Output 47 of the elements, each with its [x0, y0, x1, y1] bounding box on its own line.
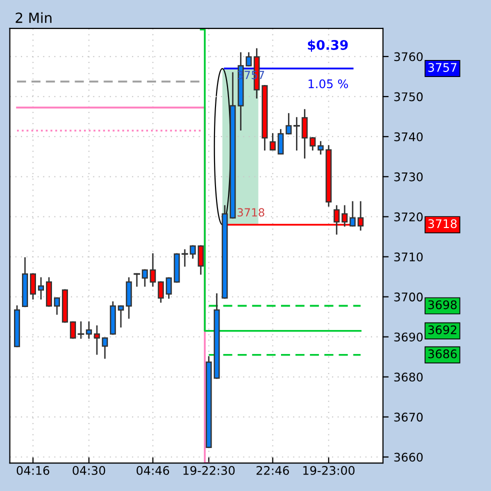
candlestick: [118, 305, 124, 328]
y-tick-label: 3670: [394, 412, 423, 422]
text: 3686: [428, 349, 457, 358]
text: 3692: [428, 325, 456, 334]
candlestick: [198, 245, 204, 275]
annotation: 1.05 %: [308, 79, 348, 88]
y-tick-label: 3680: [394, 372, 423, 382]
candlestick: [358, 201, 364, 231]
candlestick: [318, 141, 324, 155]
x-tick-label: 19-22:30: [183, 466, 235, 475]
y-tick-label: 3760: [394, 52, 423, 62]
y-tick-label: 3710: [394, 252, 423, 262]
annotation: $0.39: [308, 40, 348, 52]
text: 3718: [428, 219, 457, 228]
candlestick: [190, 245, 196, 259]
candlestick: [134, 273, 140, 287]
candlestick: [166, 277, 172, 299]
text: 3757: [428, 63, 456, 72]
candlestick: [102, 337, 108, 359]
candlestick: [310, 137, 316, 151]
candlestick: [270, 133, 276, 151]
y-tick-label: 3700: [394, 292, 423, 302]
annotation: 3718: [238, 208, 264, 217]
y-tick-label: 3690: [394, 332, 423, 342]
candlestick: [86, 321, 92, 339]
candlestick: [54, 297, 60, 315]
chart-title: 2 Min: [16, 12, 52, 23]
y-tick-label: 3730: [394, 172, 423, 182]
x-tick-label: 22:46: [256, 466, 289, 475]
y-tick-label: 3750: [394, 92, 423, 102]
candlestick: [286, 113, 292, 135]
candlestick: [150, 253, 156, 287]
candlestick: [38, 277, 44, 300]
candlestick: [30, 273, 36, 300]
text: 3698: [428, 300, 457, 310]
x-tick-label: 19-23:00: [303, 466, 355, 475]
candlestick: [278, 129, 284, 155]
candlestick: [350, 201, 356, 227]
x-tick-label: 04:16: [16, 466, 50, 475]
y-tick-label: 3740: [394, 132, 423, 142]
candlestick: [142, 269, 148, 287]
x-tick-label: 04:30: [72, 466, 106, 475]
x-tick-label: 04:46: [136, 466, 170, 475]
candlestick: [158, 281, 164, 303]
y-tick-label: 3720: [394, 212, 423, 222]
y-tick-label: 3660: [394, 452, 423, 462]
candlestick: [94, 325, 100, 355]
